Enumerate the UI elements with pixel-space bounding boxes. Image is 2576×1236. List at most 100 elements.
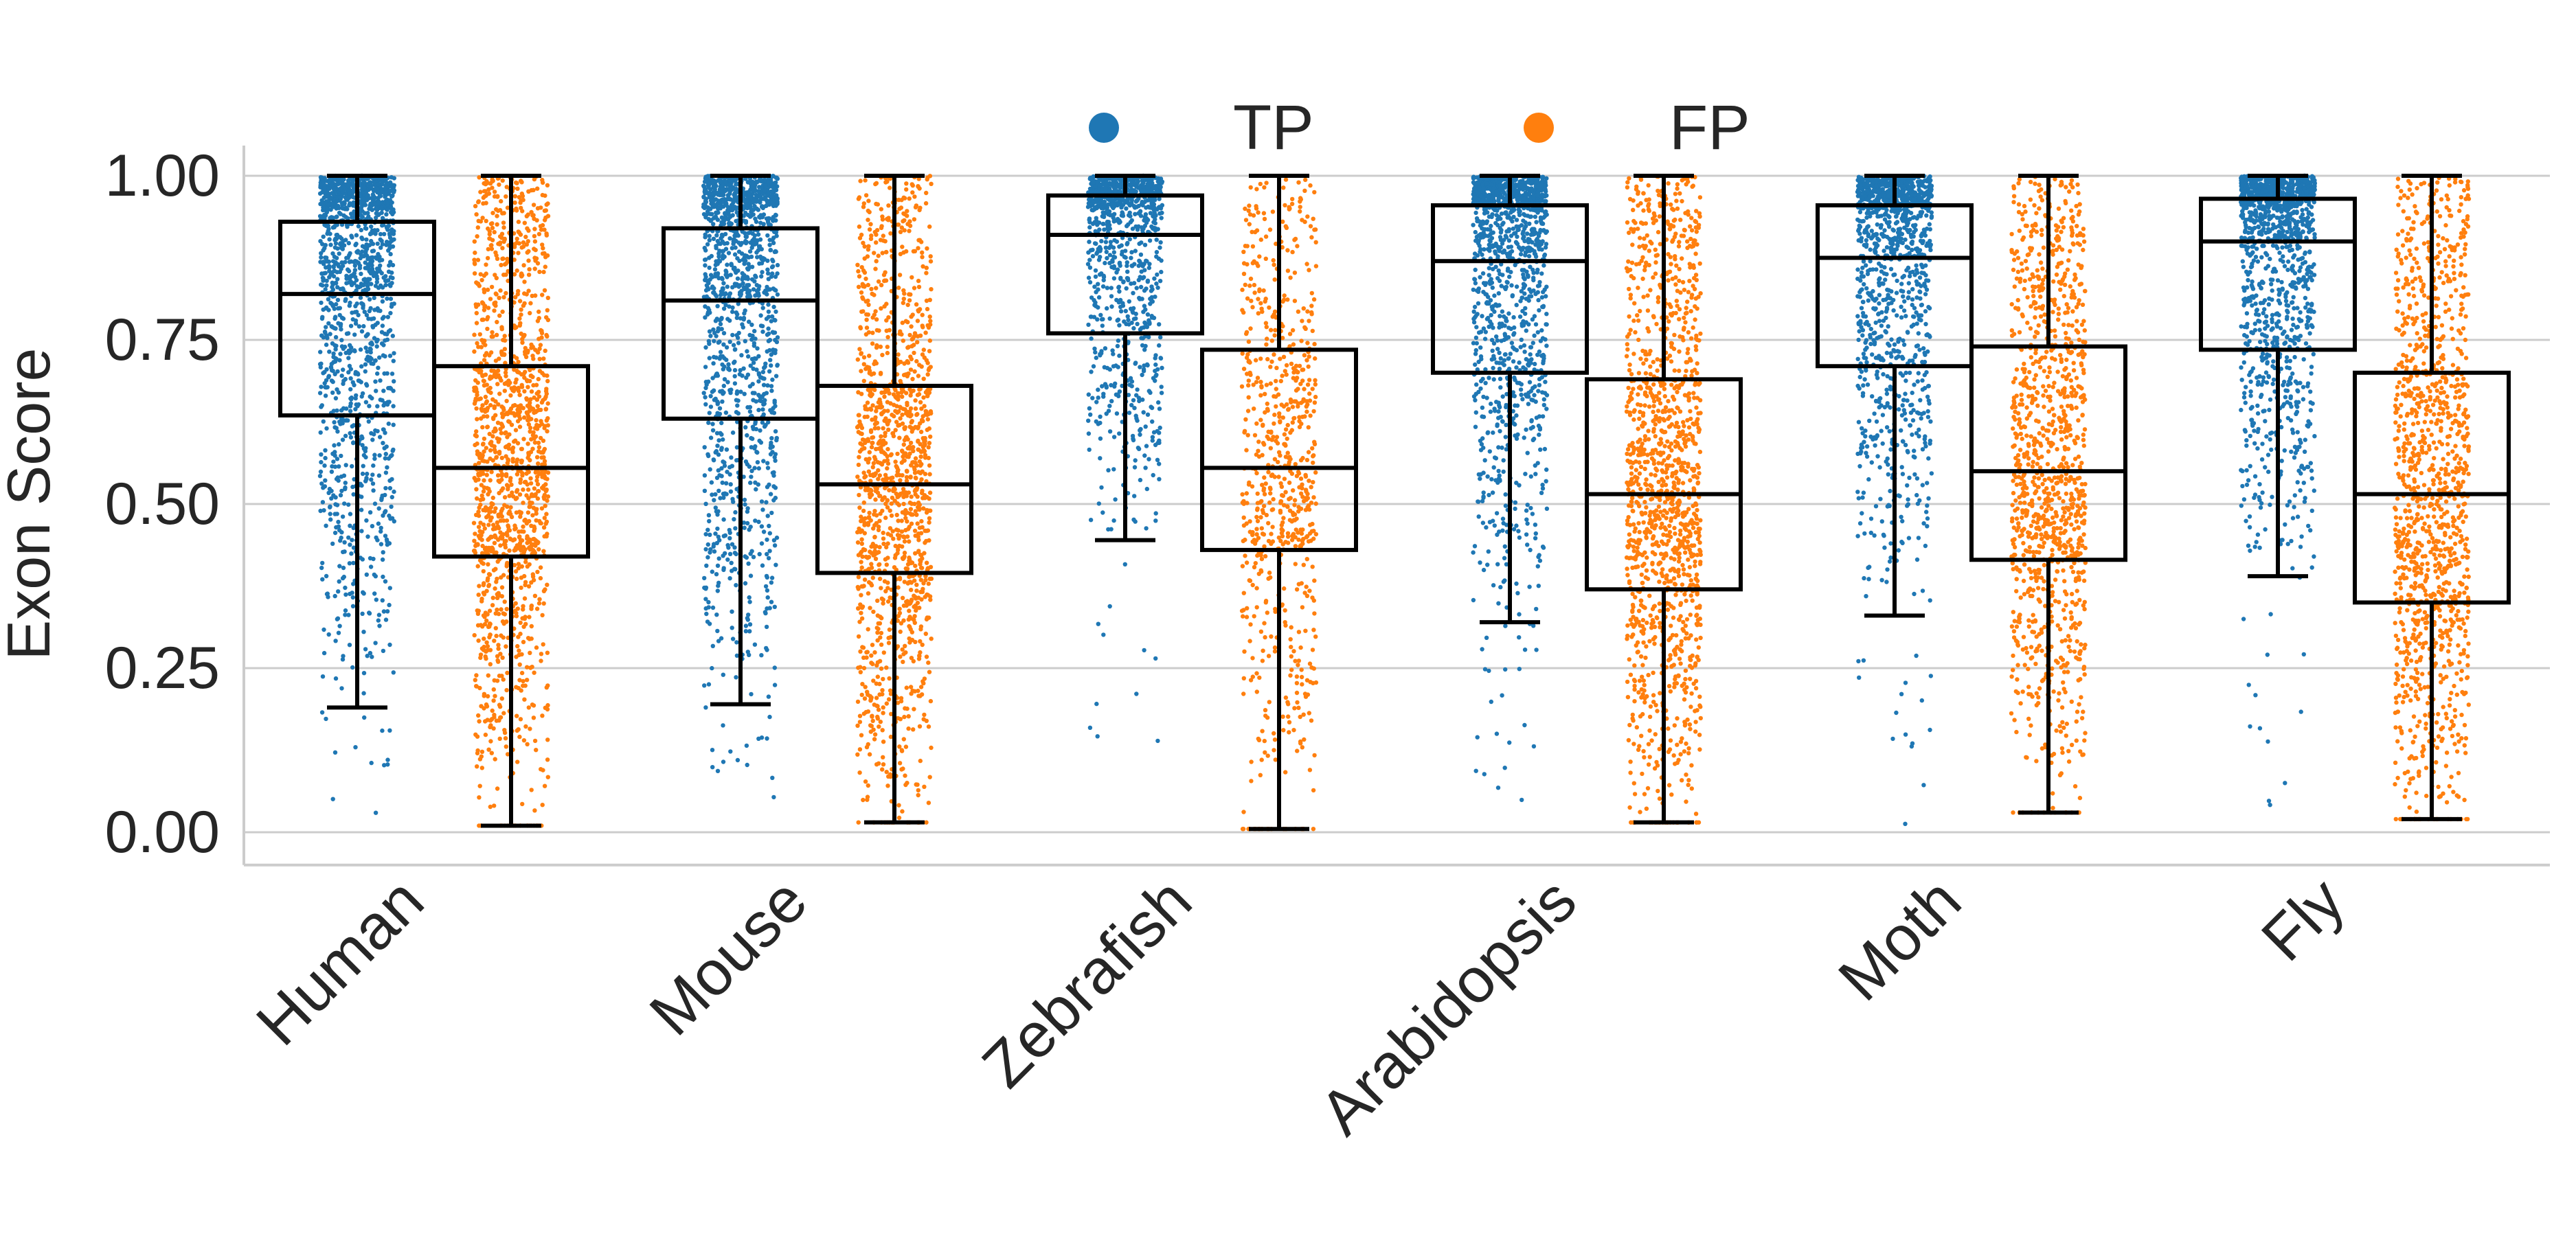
- strip-point: [363, 251, 368, 257]
- strip-point: [318, 365, 323, 369]
- strip-point: [1096, 282, 1100, 286]
- strip-point: [1138, 252, 1144, 257]
- strip-point: [1499, 178, 1504, 183]
- strip-point: [1146, 265, 1152, 271]
- strip-point: [329, 378, 335, 383]
- strip-point: [1158, 356, 1164, 361]
- strip-point: [341, 213, 346, 218]
- strip-point: [348, 343, 352, 347]
- strip-point: [368, 650, 373, 656]
- strip-point: [1157, 407, 1162, 411]
- strip-point: [343, 481, 348, 485]
- strip-point: [1493, 478, 1498, 483]
- strip-point: [716, 207, 721, 211]
- strip-point: [336, 589, 341, 594]
- strip-point: [381, 648, 386, 654]
- strip-point: [1535, 290, 1540, 295]
- strip-point: [1478, 477, 1482, 481]
- strip-point: [1101, 277, 1106, 283]
- strip-point: [333, 396, 339, 401]
- strip-point: [365, 654, 370, 659]
- strip-point: [380, 493, 385, 499]
- strip-point: [339, 488, 344, 494]
- strip-point: [340, 421, 345, 426]
- strip-point: [1157, 425, 1162, 431]
- strip-point: [760, 270, 765, 275]
- strip-point: [1496, 196, 1501, 202]
- strip-point: [768, 247, 773, 253]
- strip-point: [710, 181, 715, 186]
- strip-point: [768, 194, 773, 199]
- strip-point: [383, 485, 388, 491]
- strip-point: [354, 233, 359, 238]
- strip-point: [769, 436, 774, 441]
- strip-point: [1098, 255, 1103, 260]
- strip-point: [1498, 356, 1503, 361]
- strip-point: [1096, 287, 1100, 292]
- strip-point: [1520, 397, 1525, 402]
- strip-point: [1490, 190, 1495, 195]
- strip-point: [1144, 526, 1149, 531]
- strip-point: [319, 565, 324, 571]
- strip-point: [1160, 210, 1164, 216]
- strip-point: [387, 485, 393, 491]
- strip-point: [379, 210, 384, 216]
- strip-point: [703, 385, 708, 391]
- strip-point: [702, 445, 707, 450]
- strip-point: [323, 455, 328, 461]
- strip-point: [1497, 473, 1502, 478]
- strip-point: [384, 444, 389, 449]
- strip-point: [318, 350, 323, 354]
- strip-point: [338, 352, 343, 356]
- strip-point: [333, 314, 338, 319]
- strip-point: [1541, 354, 1546, 358]
- strip-point: [319, 255, 324, 260]
- strip-point: [730, 305, 735, 310]
- strip-point: [749, 474, 754, 479]
- strip-point: [1517, 314, 1523, 319]
- strip-point: [1502, 314, 1506, 319]
- strip-point: [1118, 263, 1122, 268]
- strip-point: [724, 447, 730, 452]
- strip-point: [1502, 333, 1508, 338]
- strip-point: [710, 665, 714, 671]
- strip-point: [1476, 389, 1481, 394]
- strip-point: [760, 376, 765, 381]
- strip-point: [1489, 699, 1493, 705]
- strip-point: [388, 260, 393, 264]
- strip-point: [1471, 597, 1476, 603]
- strip-point: [757, 438, 762, 444]
- strip-point: [351, 545, 357, 550]
- strip-point: [1533, 384, 1537, 389]
- strip-point: [373, 574, 378, 579]
- strip-point: [376, 618, 381, 623]
- strip-point: [765, 595, 770, 600]
- strip-point: [735, 389, 740, 394]
- strip-point: [710, 765, 715, 770]
- strip-point: [1473, 398, 1478, 402]
- strip-point: [1495, 786, 1501, 790]
- strip-point: [377, 453, 382, 458]
- strip-point: [366, 419, 371, 424]
- strip-point: [1089, 369, 1094, 374]
- strip-point: [329, 469, 335, 474]
- strip-point: [1521, 272, 1526, 277]
- strip-point: [761, 382, 767, 387]
- strip-point: [1525, 521, 1530, 526]
- strip-point: [328, 332, 332, 336]
- strip-point: [773, 562, 778, 567]
- strip-point: [773, 213, 778, 218]
- strip-point: [319, 251, 324, 255]
- strip-point: [1153, 356, 1157, 360]
- strip-point: [1544, 198, 1548, 204]
- strip-point: [385, 539, 389, 544]
- strip-point: [755, 460, 760, 465]
- strip-point: [766, 302, 771, 307]
- strip-point: [343, 191, 348, 196]
- strip-point: [372, 202, 378, 207]
- strip-point: [336, 524, 341, 529]
- strip-point: [765, 514, 770, 518]
- strip-point: [335, 214, 339, 219]
- strip-point: [1104, 249, 1109, 255]
- strip-point: [704, 382, 709, 387]
